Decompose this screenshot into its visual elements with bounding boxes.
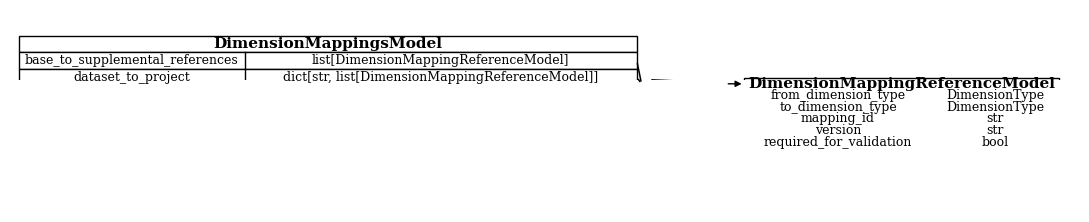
Bar (745, 101, 1060, 113)
Text: version: version (815, 124, 861, 137)
Bar (745, 125, 1060, 137)
Text: mapping_id: mapping_id (802, 113, 876, 125)
Bar (745, 137, 1060, 148)
Text: str: str (987, 124, 1004, 137)
Bar (745, 113, 1060, 125)
Text: DimensionType: DimensionType (946, 89, 1044, 102)
Text: required_for_validation: required_for_validation (763, 136, 913, 149)
Text: DimensionMappingReferenceModel: DimensionMappingReferenceModel (748, 77, 1055, 91)
Text: bool: bool (982, 136, 1008, 149)
Text: dataset_to_project: dataset_to_project (73, 71, 191, 84)
Bar (20, 69, 637, 85)
Text: dict[str, list[DimensionMappingReferenceModel]]: dict[str, list[DimensionMappingReference… (283, 71, 598, 84)
Text: DimensionMappingsModel: DimensionMappingsModel (213, 37, 442, 51)
Bar (20, 36, 637, 52)
Text: list[DimensionMappingReferenceModel]: list[DimensionMappingReferenceModel] (311, 54, 570, 67)
Text: base_to_supplemental_references: base_to_supplemental_references (25, 54, 238, 67)
Text: to_dimension_type: to_dimension_type (780, 101, 897, 114)
Text: str: str (987, 113, 1004, 125)
Bar (20, 52, 637, 69)
Text: DimensionType: DimensionType (946, 101, 1044, 114)
Bar (745, 78, 1060, 90)
Bar (745, 90, 1060, 101)
Text: from_dimension_type: from_dimension_type (771, 89, 906, 102)
